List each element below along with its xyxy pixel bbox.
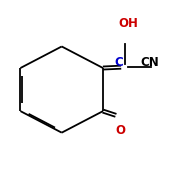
Text: O: O — [116, 124, 126, 137]
Text: OH: OH — [118, 17, 138, 30]
Text: C: C — [114, 56, 123, 69]
Text: CN: CN — [140, 56, 159, 69]
